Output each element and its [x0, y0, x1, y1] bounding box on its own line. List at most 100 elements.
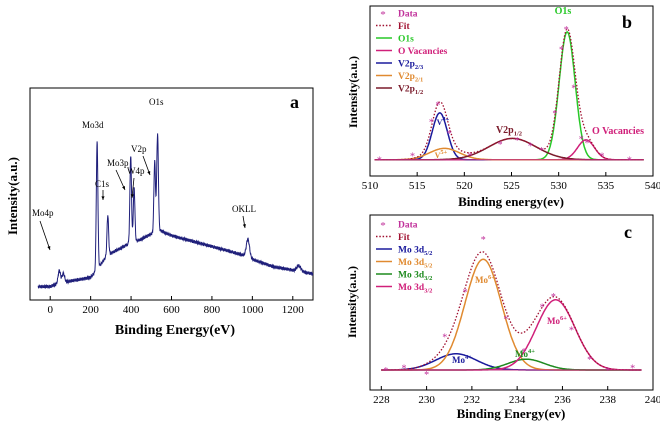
peak-arrow-line	[39, 220, 51, 251]
peak-label-v2p: V2p	[131, 144, 147, 154]
peak-label-w4p: W4p	[127, 166, 145, 176]
legend-label: O1s	[398, 35, 414, 45]
data-point-marker: *	[377, 156, 382, 167]
data-point-marker: *	[587, 355, 592, 366]
panel-a-label: a	[290, 92, 299, 112]
x-tick-label: 600	[163, 304, 180, 316]
panel-b-x-ticks: 510 515 520 525 530 535 540	[362, 172, 660, 192]
peak-annotation: V5+	[435, 149, 448, 160]
legend-label-text: O1s	[398, 35, 414, 45]
legend-marker-data: *	[380, 220, 386, 232]
peak-label-okll: OKLL	[232, 204, 256, 214]
data-point-marker: *	[559, 45, 564, 56]
panel-c-x-ticks: 228 230 232 234 236 238 240	[373, 386, 660, 406]
legend-label-text: V2p	[398, 60, 415, 70]
peak-annotation-text: Mo	[547, 316, 560, 326]
data-point-marker: *	[569, 326, 574, 337]
peak-annotation-text: Mo	[475, 275, 488, 285]
data-point-marker: *	[442, 332, 447, 343]
panel-b-x-axis-label: Binding energy(ev)	[458, 194, 564, 209]
x-tick-label: 236	[554, 394, 571, 406]
legend-label-subscript: 5/2	[424, 263, 432, 270]
legend-label: Data	[398, 10, 418, 20]
panel-a-plot-frame	[29, 87, 314, 301]
panel-c-plot-frame	[369, 214, 654, 391]
x-tick-label: 515	[409, 180, 426, 192]
legend-label-text: V2p	[398, 72, 415, 82]
data-point-marker: *	[424, 370, 429, 381]
peak-annotation: Mo4+	[452, 354, 472, 365]
legend-label: Mo 3d5/2	[398, 258, 432, 270]
legend-label: Fit	[398, 22, 410, 32]
data-point-marker: *	[551, 292, 556, 303]
legend-label: Fit	[398, 233, 410, 243]
data-point-marker: *	[463, 288, 468, 299]
panel-c-annotations: Mo6+Mo6+Mo4+ Mo4+	[452, 274, 567, 365]
panel-b-data-points: * ****** ** ****** ** *	[377, 25, 632, 167]
peak-annotation-superscript: 4+	[465, 354, 472, 361]
data-point-marker: *	[447, 129, 452, 140]
panel-b-annotations: O1s V2p1/2 O Vacancies V4+ V5+	[435, 6, 644, 160]
legend-label-subscript: 2/1	[415, 77, 423, 84]
peak-arrow-head	[47, 246, 51, 250]
peak-label-o1s: O1s	[149, 97, 164, 107]
data-point-marker: *	[467, 151, 472, 162]
data-point-marker: *	[605, 366, 610, 377]
data-point-marker: *	[564, 25, 569, 36]
data-point-marker: *	[410, 151, 415, 162]
x-tick-label: 230	[418, 394, 435, 406]
panel-c-fit-components	[381, 251, 642, 371]
panel-c-x-axis-label: Binding Energy(ev)	[457, 406, 566, 421]
legend-label: V2p2/1	[398, 72, 423, 84]
data-point-marker: *	[627, 156, 632, 167]
data-point-marker: *	[401, 363, 406, 374]
legend-label-text: Data	[398, 10, 418, 20]
peak-annotation-superscript: 4+	[528, 348, 535, 355]
legend-label: Mo 3d3/2	[398, 271, 432, 283]
data-point-marker: *	[521, 347, 526, 358]
peak-label-mo3p: Mo3p	[107, 158, 129, 168]
data-point-marker: *	[435, 100, 440, 111]
data-point-marker: *	[571, 83, 576, 94]
peak-annotation: V4+	[437, 116, 450, 127]
x-tick-label: 510	[362, 180, 379, 192]
legend-marker-data: *	[380, 9, 386, 21]
legend-label-subscript: 3/2	[424, 275, 432, 282]
peak-annotation: V2p1/2	[496, 125, 522, 138]
peak-annotation-text: V	[435, 151, 441, 160]
peak-annotation-text: Mo	[515, 349, 528, 359]
panel-b-v2p-o1s-spectrum: 510 515 520 525 530 535 540 * ****** ** ****** ** *…	[346, 5, 660, 209]
peak-annotation-superscript: 5+	[440, 149, 447, 156]
peak-annotation-subscript: 1/2	[514, 131, 522, 138]
peak-annotation-text: V2p	[496, 125, 514, 136]
data-point-marker: *	[503, 315, 508, 326]
legend-label-subscript: 3/2	[424, 288, 432, 295]
legend-label-text: V2p	[398, 85, 415, 95]
data-point-marker: *	[528, 142, 533, 153]
peak-annotation-superscript: 6+	[560, 315, 567, 322]
data-point-marker: *	[600, 151, 605, 162]
fit-envelope-line	[374, 28, 644, 161]
x-tick-label: 535	[598, 180, 615, 192]
peak-arrow-head	[130, 194, 134, 198]
peak-annotation-text: O1s	[555, 6, 572, 17]
panel-a-y-axis-label: Intensity(a.u.)	[5, 157, 20, 235]
data-point-marker: *	[540, 303, 545, 314]
x-tick-label: 232	[464, 394, 481, 406]
peak-label-mo4p: Mo4p	[32, 208, 54, 218]
legend-label-text: Data	[398, 221, 418, 231]
x-tick-label: 520	[456, 180, 473, 192]
peak-label-c1s: C1s	[95, 179, 110, 189]
panel-b-fit-components	[374, 28, 644, 161]
x-tick-label: 240	[645, 394, 660, 406]
x-tick-label: 540	[645, 180, 660, 192]
legend-label-subscript: 5/2	[424, 250, 432, 257]
data-point-marker: *	[552, 109, 557, 120]
peak-annotation: O Vacancies	[592, 126, 644, 137]
panel-c-label: c	[624, 222, 632, 242]
panel-a-survey-spectrum: 0 200 400 600 800 1000 1200 Mo4p Mo3d C1s Mo3pW4p…	[5, 87, 314, 338]
fit-envelope-line	[381, 251, 642, 371]
peak-annotation: Mo4+	[515, 348, 535, 359]
